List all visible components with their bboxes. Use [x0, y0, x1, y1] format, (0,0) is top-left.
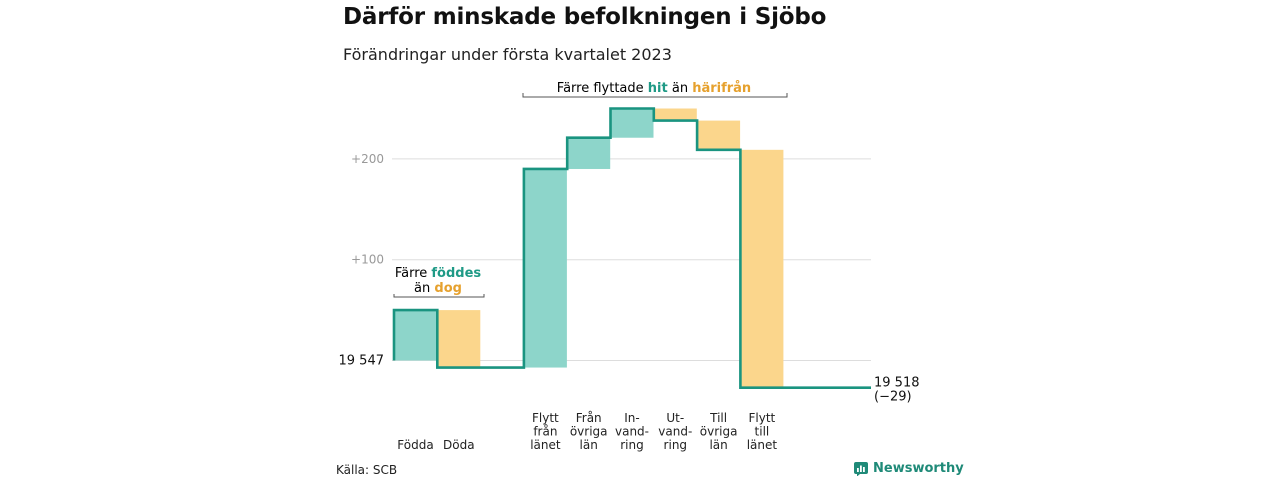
bars: [394, 108, 784, 388]
births-annotation-line1: Färre föddes: [395, 266, 482, 281]
bar-flytt-till-länet: [740, 149, 784, 388]
category-label: In-vand-ring: [615, 411, 649, 452]
brand-name: Newsworthy: [873, 461, 964, 476]
births-annotation: Färre föddes än dog: [393, 266, 485, 298]
brand-logo: Newsworthy: [854, 461, 964, 476]
category-label: Från övriga län: [570, 411, 608, 452]
category-label: Flytt från länet: [530, 411, 561, 452]
end-value-label: 19 518: [874, 376, 920, 391]
end-change-label: (−29): [874, 390, 912, 405]
births-bracket: [393, 294, 485, 298]
bar-döda: [437, 310, 481, 368]
bar-från-övriga-län: [567, 137, 611, 169]
labels: +100 +200 Födda Döda Flytt från länet Från övrig…: [339, 152, 920, 452]
category-label: Döda: [443, 438, 475, 452]
category-label: Till övriga län: [700, 411, 738, 452]
bar-ut-vand-ring: [653, 108, 697, 121]
chart-title: Därför minskade befolkningen i Sjöbo: [343, 4, 827, 30]
y-tick-label: +200: [351, 152, 384, 166]
migration-bracket: [522, 93, 788, 98]
start-value-label: 19 547: [339, 354, 385, 369]
newsworthy-icon: [854, 461, 868, 476]
chart-subtitle: Förändringar under första kvartalet 2023: [343, 45, 672, 64]
category-label: Flytt till länet: [747, 411, 778, 452]
running-total-line: [392, 107, 871, 390]
category-label: Födda: [397, 438, 433, 452]
y-tick-label: +100: [351, 253, 384, 267]
bar-till-övriga-län: [697, 120, 741, 150]
bar-in-vand-ring: [610, 108, 654, 138]
bar-flytt-från-länet: [523, 168, 567, 368]
births-annotation-line2: än dog: [414, 281, 462, 296]
migration-annotation: Färre flyttade hit än härifrån: [522, 81, 788, 98]
source-note: Källa: SCB: [336, 463, 398, 477]
category-label: Ut-vand-ring: [658, 411, 692, 452]
bar-födda: [394, 310, 437, 361]
migration-annotation-text: Färre flyttade hit än härifrån: [557, 81, 751, 96]
